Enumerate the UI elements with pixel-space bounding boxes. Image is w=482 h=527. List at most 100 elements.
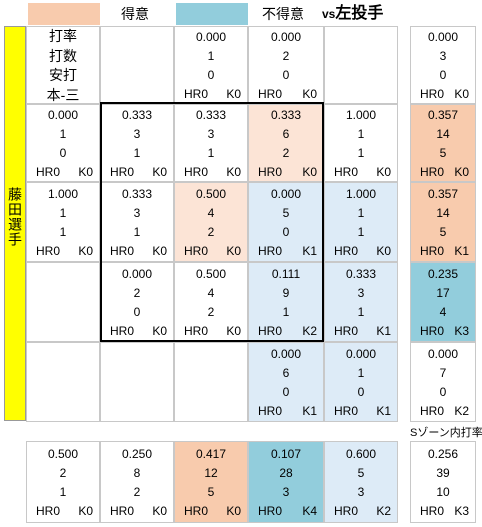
stat-k: K0 (302, 165, 317, 179)
stat-hr-k: HR0 K2 (249, 322, 323, 341)
stat-h: 0 (207, 68, 215, 82)
col-total-cell: 0.107 28 3 HR0 K4 (248, 441, 324, 523)
stat-ab: 5 (282, 206, 290, 220)
good-legend-label: 得意 (121, 6, 149, 22)
stat-avg: 0.000 (270, 187, 302, 201)
stat-hr-k: HR0 K0 (101, 163, 173, 182)
stat-hr-k: HR0 K0 (175, 242, 247, 261)
zone-cell: 0.000 2 0 HR0 K0 (248, 26, 324, 104)
player-name: 藤田選手 (7, 187, 23, 247)
stat-k: K0 (302, 87, 317, 101)
stat-hr-k: HR0 K1 (249, 242, 323, 261)
empty-cell (174, 342, 248, 422)
stat-avg: 0.500 (195, 187, 227, 201)
stat-hr: HR0 (258, 324, 283, 338)
stat-avg: 0.333 (121, 108, 153, 122)
stat-ab: 28 (279, 466, 293, 480)
stat-hr: HR0 (420, 165, 445, 179)
stat-ab: 9 (282, 286, 290, 300)
stat-ab: 7 (439, 366, 447, 380)
row-total-cell: 0.000 3 0 HR0 K0 (410, 26, 476, 104)
stat-hr: HR0 (36, 244, 61, 258)
stat-hr: HR0 (420, 324, 445, 338)
stat-hr: HR0 (258, 87, 283, 101)
zone-total-cell: 0.256 39 10 HR0 K3 (410, 441, 476, 523)
stat-ab: 3 (133, 127, 141, 141)
stat-ab: 3 (133, 206, 141, 220)
empty-cell (100, 342, 174, 422)
stat-hr-k: HR0 K0 (175, 322, 247, 341)
stat-hr-k: HR0 K0 (325, 163, 397, 182)
zone-cell: 1.000 1 1 HR0 K0 (324, 182, 398, 262)
stat-k: K2 (302, 324, 317, 338)
stat-h: 5 (207, 485, 215, 499)
stat-hr: HR0 (334, 404, 359, 418)
stat-h: 1 (133, 146, 141, 160)
col-total-cell: 0.600 5 3 HR0 K2 (324, 441, 398, 523)
zone-cell: 0.333 6 2 HR0 K0 (248, 104, 324, 182)
stat-k: K4 (302, 504, 317, 518)
stat-hr: HR0 (184, 165, 209, 179)
stat-hr-k: HR0 K2 (411, 402, 475, 421)
stat-avg: 0.000 (47, 108, 79, 122)
stat-h: 0 (282, 68, 290, 82)
stat-hr: HR0 (420, 404, 445, 418)
stat-hr: HR0 (420, 504, 445, 518)
stat-legend-cell: 打率 打数 安打 本-三 (26, 26, 100, 104)
zone-cell: 0.000 5 0 HR0 K1 (248, 182, 324, 262)
zone-cell: 0.500 4 2 HR0 K0 (174, 262, 248, 342)
row-total-cell: 0.357 14 5 HR0 K1 (410, 182, 476, 262)
stat-k: K0 (376, 244, 391, 258)
stat-hr-k: HR0 K0 (175, 163, 247, 182)
stat-avg: 0.333 (345, 267, 377, 281)
stat-hr-k: HR0 K2 (325, 502, 397, 521)
stat-avg: 1.000 (345, 108, 377, 122)
stat-h: 2 (207, 225, 215, 239)
vs-prefix: vs (322, 7, 336, 21)
stat-legend-hr: 本-三 (46, 86, 80, 103)
row-total-cell: 0.235 17 4 HR0 K3 (410, 262, 476, 342)
stat-hr: HR0 (420, 244, 445, 258)
stat-h: 5 (439, 225, 447, 239)
stat-hr: HR0 (420, 87, 445, 101)
stat-k: K0 (226, 324, 241, 338)
stat-hr: HR0 (36, 504, 61, 518)
zone-cell: 0.000 1 0 HR0 K0 (26, 104, 100, 182)
stat-k: K0 (376, 165, 391, 179)
stat-hr-k: HR0 K3 (411, 502, 475, 521)
stat-hr: HR0 (184, 87, 209, 101)
stat-hr: HR0 (258, 504, 283, 518)
stat-k: K0 (78, 244, 93, 258)
stat-avg: 0.000 (121, 267, 153, 281)
stat-k: K1 (376, 404, 391, 418)
stat-avg: 0.357 (427, 108, 459, 122)
stat-h: 0 (439, 385, 447, 399)
stat-avg: 0.000 (427, 30, 459, 44)
stat-hr: HR0 (184, 244, 209, 258)
stat-ab: 3 (439, 49, 447, 63)
stat-k: K0 (78, 165, 93, 179)
stat-h: 0 (59, 146, 67, 160)
stat-hr: HR0 (110, 324, 135, 338)
stat-ab: 1 (357, 127, 365, 141)
stat-legend-avg: 打率 (49, 28, 77, 44)
stat-hr: HR0 (110, 244, 135, 258)
row-total-cell: 0.357 14 5 HR0 K0 (410, 104, 476, 182)
stat-hr-k: HR0 K1 (325, 322, 397, 341)
stat-hr: HR0 (184, 504, 209, 518)
stat-k: K0 (152, 244, 167, 258)
stat-hr-k: HR0 K0 (27, 163, 99, 182)
bad-legend-label: 不得意 (262, 6, 304, 22)
stat-ab: 2 (282, 49, 290, 63)
stat-k: K1 (454, 244, 469, 258)
stat-h: 3 (357, 485, 365, 499)
stat-avg: 0.333 (121, 187, 153, 201)
zone-cell: 1.000 1 1 HR0 K0 (324, 104, 398, 182)
stat-h: 5 (439, 146, 447, 160)
stat-hr-k: HR0 K1 (411, 242, 475, 261)
stat-avg: 0.333 (270, 108, 302, 122)
stat-hr: HR0 (110, 165, 135, 179)
stat-hr-k: HR0 K0 (411, 163, 475, 182)
col-total-cell: 0.250 8 2 HR0 K0 (100, 441, 174, 523)
stat-h: 1 (357, 146, 365, 160)
